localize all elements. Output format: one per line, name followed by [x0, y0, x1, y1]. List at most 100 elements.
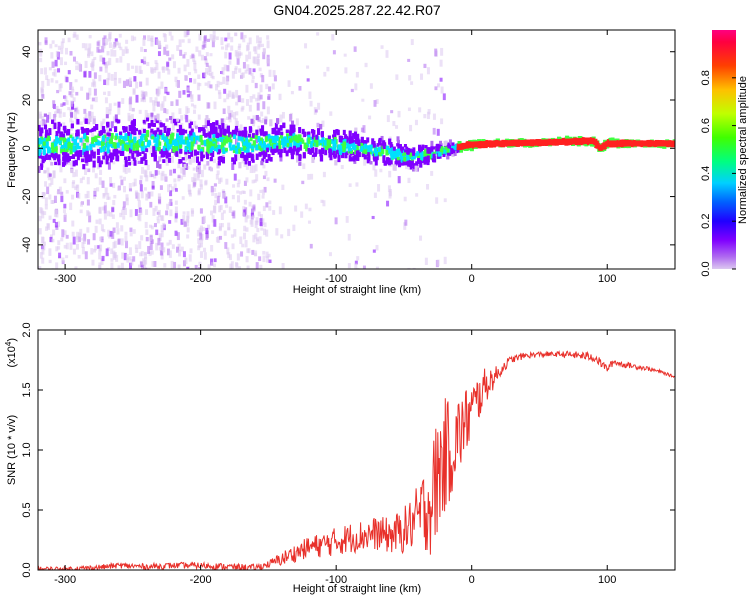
spectrogram-point [186, 211, 190, 219]
spectrogram-point [191, 156, 195, 163]
spectrogram-point [244, 240, 248, 248]
spectrogram-point [88, 129, 92, 133]
spectrogram-point [189, 158, 193, 165]
spectrogram-point [163, 263, 167, 268]
spectrogram-ridge-point [650, 140, 654, 147]
spectrogram-point [232, 184, 236, 188]
spectrogram-point [254, 164, 258, 172]
spectrogram-point [251, 75, 255, 80]
spectrogram-point [55, 50, 59, 57]
spectrogram-point [223, 98, 227, 103]
spectrogram-ridge-point [611, 140, 615, 147]
spectrogram-point [44, 154, 48, 161]
spectrogram-point [104, 65, 108, 73]
spectrogram-point [266, 40, 270, 49]
spectrogram-point [158, 233, 162, 241]
spectrogram-point [65, 190, 69, 194]
spectrogram-point [323, 71, 327, 77]
spectrogram-point [208, 65, 212, 72]
spectrogram-point [65, 234, 69, 239]
spectrogram-point [222, 156, 226, 164]
spectrogram-point [197, 144, 201, 150]
spectrogram-point [83, 132, 87, 139]
spectrogram-ridge-point [591, 138, 595, 145]
spectrogram-point [45, 75, 49, 81]
spectrogram-point [157, 129, 161, 137]
spectrogram-point [95, 124, 99, 130]
spectrogram-point [348, 136, 352, 144]
spectrogram-point [155, 38, 159, 45]
spectrogram-point [92, 151, 96, 159]
spectrogram-point [209, 150, 213, 156]
spectrogram-point [282, 143, 286, 149]
spectrogram-point [326, 142, 330, 149]
spectrogram-point [62, 122, 66, 126]
spectrogram-point [43, 113, 47, 117]
spectrogram-point [75, 65, 79, 71]
spectrogram-point [268, 138, 272, 143]
spectrogram-point [67, 128, 71, 136]
spectrogram-point [257, 116, 261, 122]
spectrogram-point [140, 46, 144, 52]
spectrogram-point [58, 111, 62, 118]
spectrogram-point [344, 67, 348, 74]
spectrogram-point [245, 99, 249, 106]
spectrogram-point [204, 179, 208, 185]
spectrogram-point [227, 105, 231, 114]
spectrogram-point [174, 76, 178, 82]
spectrogram-point [128, 183, 132, 191]
spectrogram-point [150, 173, 154, 178]
spectrogram-point [109, 212, 113, 217]
spectrogram-point [232, 210, 236, 219]
spectrogram-point [98, 262, 102, 269]
spectrogram-point [259, 130, 263, 135]
spectrogram-point [251, 249, 255, 255]
spectrogram-point [259, 147, 263, 152]
spectrogram-point [101, 206, 105, 211]
spectrogram-ridge-point [498, 140, 502, 147]
spectrogram-point [244, 130, 248, 138]
spectrogram-point [51, 238, 55, 243]
spectrogram-point [222, 129, 226, 135]
spectrogram-point [55, 135, 59, 142]
spectrogram-point [139, 180, 143, 185]
spectrogram-point [202, 215, 206, 223]
spectrogram-point [95, 219, 99, 224]
spectrogram-point [367, 154, 371, 162]
spectrogram-ridge-point [562, 138, 566, 145]
spectrogram-point [169, 169, 173, 176]
spectrogram-point [151, 180, 155, 189]
spectrogram-point [39, 113, 43, 119]
spectrogram-point [152, 105, 156, 112]
spectrogram-point [166, 50, 170, 57]
spectrogram-ridge-point [516, 140, 520, 147]
spectrogram-point [307, 220, 311, 224]
spectrogram-point [451, 153, 455, 157]
spectrogram-point [45, 136, 49, 142]
spectrogram-point [124, 166, 128, 175]
spectrogram-point [234, 32, 238, 36]
spectrogram-point [221, 123, 225, 130]
spectrogram-ridge-point [586, 138, 590, 145]
spectrogram-ridge-point [456, 144, 460, 151]
spectrogram-point [108, 139, 112, 144]
spectrogram-point [75, 184, 79, 189]
spectrogram-point [264, 131, 268, 136]
spectrogram-point [332, 143, 336, 149]
spectrogram-point [66, 156, 70, 163]
spectrogram-point [114, 137, 118, 145]
spectrogram-point [91, 132, 95, 140]
spectrogram-point [396, 157, 400, 161]
spectrogram-point [285, 133, 289, 139]
spectrogram-point [218, 124, 222, 129]
spectrogram-point [93, 195, 97, 200]
spectrogram-point [119, 175, 123, 179]
spectrogram-point [255, 135, 259, 144]
spectrogram-point [207, 118, 211, 122]
spectrogram-point [126, 63, 130, 71]
spectrogram-point [71, 220, 75, 227]
spectrogram-point [266, 177, 270, 182]
spectrogram-point [190, 267, 194, 269]
spectrogram-point [426, 184, 430, 190]
spectrogram-point [439, 77, 443, 82]
